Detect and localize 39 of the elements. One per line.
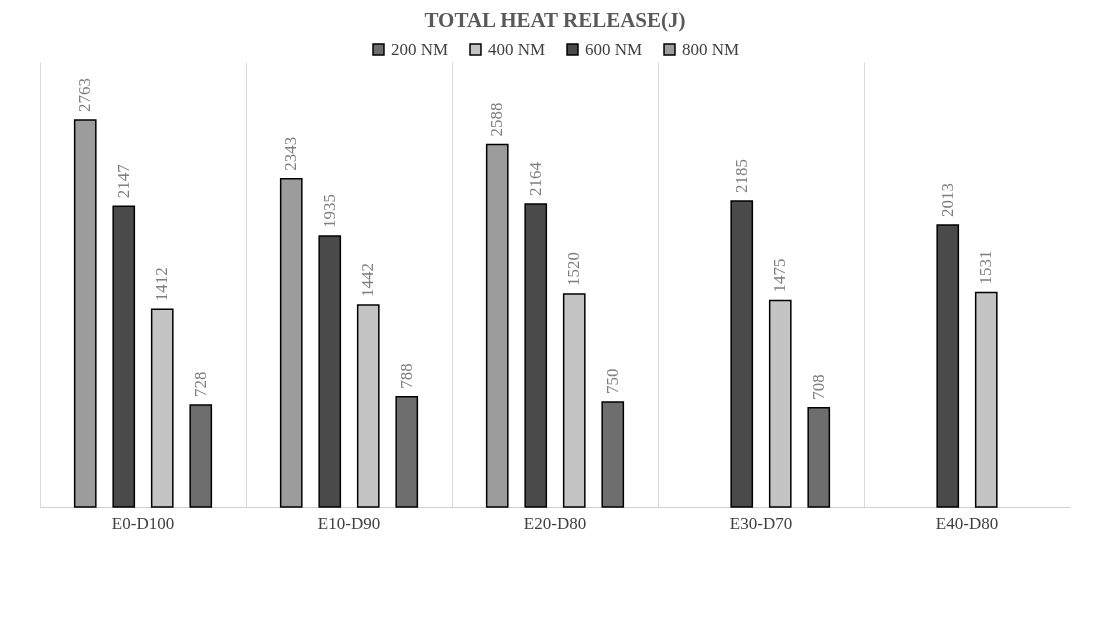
chart-title: TOTAL HEAT RELEASE(J) <box>424 8 686 32</box>
data-label: 1935 <box>319 194 339 228</box>
data-label: 708 <box>808 374 828 400</box>
bar <box>730 200 754 508</box>
data-label: 750 <box>602 368 622 394</box>
legend-label: 600 NM <box>585 39 643 59</box>
data-label: 788 <box>396 363 416 389</box>
bar <box>318 235 342 508</box>
data-label: 2147 <box>113 163 133 199</box>
data-label: 1520 <box>564 252 584 287</box>
data-label: 2013 <box>937 183 957 218</box>
data-label: 728 <box>190 371 210 398</box>
bar <box>601 401 625 508</box>
bar <box>485 143 509 508</box>
data-label: 2185 <box>731 158 751 193</box>
bar <box>112 205 136 508</box>
bar <box>73 119 97 508</box>
data-label: 2164 <box>525 161 545 196</box>
legend-label: 200 NM <box>391 39 449 59</box>
data-label: 2588 <box>487 102 507 137</box>
x-tick-label: E0-D100 <box>111 513 175 533</box>
x-tick-label: E40-D80 <box>935 513 999 533</box>
data-label: 2343 <box>281 136 301 171</box>
data-label: 1412 <box>152 267 172 302</box>
data-label: 1442 <box>358 263 378 298</box>
x-tick-label: E20-D80 <box>523 513 587 533</box>
legend-label: 800 NM <box>682 39 740 59</box>
legend-label: 400 NM <box>488 39 546 59</box>
data-label: 1475 <box>770 258 790 293</box>
x-tick-label: E30-D70 <box>729 513 793 533</box>
bar <box>189 404 213 508</box>
bar <box>524 203 548 508</box>
data-label: 2763 <box>75 78 95 113</box>
bar <box>395 395 419 508</box>
bar <box>807 407 831 508</box>
bar <box>936 224 960 508</box>
x-tick-label: E10-D90 <box>317 513 381 533</box>
data-label: 1531 <box>976 250 996 285</box>
bar <box>279 178 303 508</box>
